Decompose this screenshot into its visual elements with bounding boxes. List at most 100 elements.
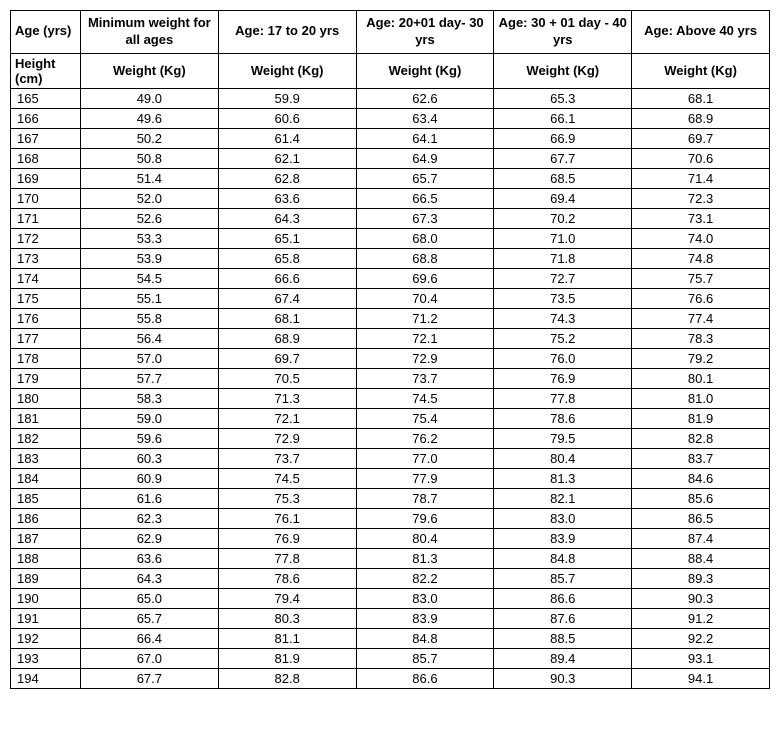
table-cell: 69.7 bbox=[218, 348, 356, 368]
table-cell: 80.3 bbox=[218, 608, 356, 628]
table-cell: 77.8 bbox=[494, 388, 632, 408]
table-cell: 63.6 bbox=[80, 548, 218, 568]
table-cell: 57.0 bbox=[80, 348, 218, 368]
header-age-17-20: Age: 17 to 20 yrs bbox=[218, 11, 356, 54]
table-cell: 50.8 bbox=[80, 148, 218, 168]
table-cell: 68.8 bbox=[356, 248, 494, 268]
table-cell: 52.6 bbox=[80, 208, 218, 228]
table-cell: 67.7 bbox=[494, 148, 632, 168]
table-cell: 81.3 bbox=[356, 548, 494, 568]
table-cell: 70.6 bbox=[632, 148, 770, 168]
table-cell: 65.8 bbox=[218, 248, 356, 268]
table-cell: 62.3 bbox=[80, 508, 218, 528]
table-cell: 75.4 bbox=[356, 408, 494, 428]
table-cell: 76.6 bbox=[632, 288, 770, 308]
table-cell: 86.5 bbox=[632, 508, 770, 528]
table-cell: 68.0 bbox=[356, 228, 494, 248]
table-cell: 68.9 bbox=[218, 328, 356, 348]
table-cell: 78.6 bbox=[494, 408, 632, 428]
table-cell: 88.4 bbox=[632, 548, 770, 568]
table-cell: 171 bbox=[11, 208, 81, 228]
table-cell: 188 bbox=[11, 548, 81, 568]
table-cell: 56.4 bbox=[80, 328, 218, 348]
table-row: 17353.965.868.871.874.8 bbox=[11, 248, 770, 268]
table-cell: 61.4 bbox=[218, 128, 356, 148]
table-cell: 77.4 bbox=[632, 308, 770, 328]
table-cell: 50.2 bbox=[80, 128, 218, 148]
table-cell: 54.5 bbox=[80, 268, 218, 288]
table-row: 17253.365.168.071.074.0 bbox=[11, 228, 770, 248]
table-cell: 71.4 bbox=[632, 168, 770, 188]
table-row: 18259.672.976.279.582.8 bbox=[11, 428, 770, 448]
table-cell: 174 bbox=[11, 268, 81, 288]
table-cell: 78.3 bbox=[632, 328, 770, 348]
table-cell: 85.6 bbox=[632, 488, 770, 508]
table-cell: 86.6 bbox=[356, 668, 494, 688]
table-cell: 62.9 bbox=[80, 528, 218, 548]
table-cell: 178 bbox=[11, 348, 81, 368]
table-cell: 67.4 bbox=[218, 288, 356, 308]
table-row: 18662.376.179.683.086.5 bbox=[11, 508, 770, 528]
table-cell: 85.7 bbox=[356, 648, 494, 668]
table-row: 16649.660.663.466.168.9 bbox=[11, 108, 770, 128]
table-row: 16850.862.164.967.770.6 bbox=[11, 148, 770, 168]
table-cell: 65.0 bbox=[80, 588, 218, 608]
table-cell: 74.5 bbox=[218, 468, 356, 488]
table-cell: 60.3 bbox=[80, 448, 218, 468]
subheader-height: Height (cm) bbox=[11, 53, 81, 88]
table-cell: 94.1 bbox=[632, 668, 770, 688]
table-cell: 81.1 bbox=[218, 628, 356, 648]
table-cell: 84.8 bbox=[494, 548, 632, 568]
table-cell: 66.1 bbox=[494, 108, 632, 128]
table-cell: 179 bbox=[11, 368, 81, 388]
table-cell: 70.4 bbox=[356, 288, 494, 308]
table-cell: 165 bbox=[11, 88, 81, 108]
table-cell: 73.7 bbox=[356, 368, 494, 388]
table-cell: 184 bbox=[11, 468, 81, 488]
table-cell: 83.9 bbox=[494, 528, 632, 548]
table-cell: 66.5 bbox=[356, 188, 494, 208]
table-cell: 71.8 bbox=[494, 248, 632, 268]
table-cell: 77.9 bbox=[356, 468, 494, 488]
table-cell: 91.2 bbox=[632, 608, 770, 628]
table-cell: 66.6 bbox=[218, 268, 356, 288]
table-row: 17152.664.367.370.273.1 bbox=[11, 208, 770, 228]
table-cell: 49.6 bbox=[80, 108, 218, 128]
table-cell: 76.0 bbox=[494, 348, 632, 368]
table-cell: 88.5 bbox=[494, 628, 632, 648]
table-cell: 57.7 bbox=[80, 368, 218, 388]
table-cell: 75.2 bbox=[494, 328, 632, 348]
table-cell: 75.7 bbox=[632, 268, 770, 288]
table-cell: 169 bbox=[11, 168, 81, 188]
table-cell: 187 bbox=[11, 528, 81, 548]
table-cell: 74.5 bbox=[356, 388, 494, 408]
table-cell: 82.8 bbox=[218, 668, 356, 688]
table-cell: 63.6 bbox=[218, 188, 356, 208]
table-row: 19266.481.184.888.592.2 bbox=[11, 628, 770, 648]
table-row: 17756.468.972.175.278.3 bbox=[11, 328, 770, 348]
table-cell: 61.6 bbox=[80, 488, 218, 508]
table-cell: 176 bbox=[11, 308, 81, 328]
table-cell: 73.5 bbox=[494, 288, 632, 308]
header-age-20-30: Age: 20+01 day- 30 yrs bbox=[356, 11, 494, 54]
table-cell: 67.7 bbox=[80, 668, 218, 688]
table-cell: 62.8 bbox=[218, 168, 356, 188]
table-cell: 80.4 bbox=[494, 448, 632, 468]
table-cell: 49.0 bbox=[80, 88, 218, 108]
table-cell: 68.9 bbox=[632, 108, 770, 128]
table-cell: 83.0 bbox=[494, 508, 632, 528]
table-cell: 68.1 bbox=[632, 88, 770, 108]
table-cell: 75.3 bbox=[218, 488, 356, 508]
subheader-weight-4: Weight (Kg) bbox=[494, 53, 632, 88]
table-cell: 83.7 bbox=[632, 448, 770, 468]
table-cell: 64.9 bbox=[356, 148, 494, 168]
subheader-weight-3: Weight (Kg) bbox=[356, 53, 494, 88]
table-row: 18058.371.374.577.881.0 bbox=[11, 388, 770, 408]
table-cell: 69.4 bbox=[494, 188, 632, 208]
table-cell: 189 bbox=[11, 568, 81, 588]
table-cell: 173 bbox=[11, 248, 81, 268]
table-row: 17052.063.666.569.472.3 bbox=[11, 188, 770, 208]
table-header-row-2: Height (cm) Weight (Kg) Weight (Kg) Weig… bbox=[11, 53, 770, 88]
header-age-30-40: Age: 30 + 01 day - 40 yrs bbox=[494, 11, 632, 54]
table-cell: 74.0 bbox=[632, 228, 770, 248]
